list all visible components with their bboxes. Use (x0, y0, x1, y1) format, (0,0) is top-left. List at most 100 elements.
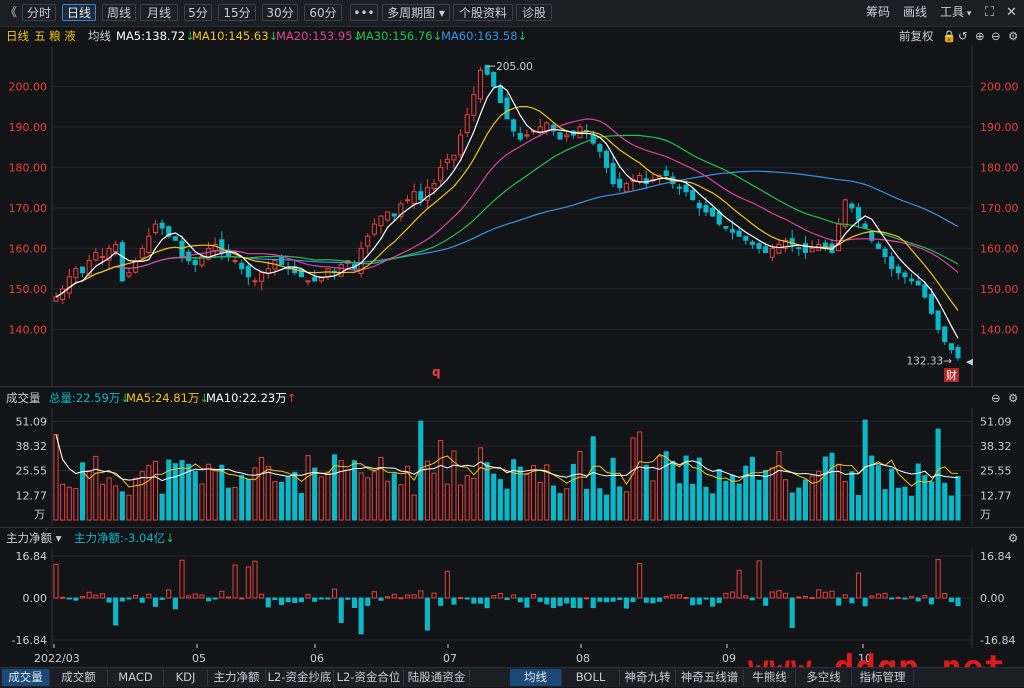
candle (365, 233, 371, 255)
tools-button[interactable]: 工具 ▾ (940, 5, 972, 19)
plot-area (52, 46, 972, 386)
arrow-down-icon: ↓ (120, 391, 130, 405)
bottom-tab-left-5[interactable]: L2-资金抄底 (266, 669, 334, 686)
candle (166, 225, 172, 239)
candle (106, 244, 112, 269)
bottom-tab-right-1[interactable]: BOLL (562, 669, 620, 686)
volume-bar (809, 475, 815, 521)
flow-bar (239, 597, 245, 600)
volume-bar (736, 483, 742, 521)
flow-bar (79, 596, 86, 599)
bottom-tab-left-0[interactable]: 成交量 (2, 669, 50, 686)
x-axis: 2022/03 05 06 07 08 09 10 (0, 652, 1024, 666)
stock-name: 五 粮 液 (34, 29, 76, 43)
flow-bar (464, 597, 470, 600)
chips-button[interactable]: 筹码 (866, 5, 891, 19)
bottom-tab-left-6[interactable]: L2-资金合位 (334, 669, 404, 686)
period-button-2[interactable]: 周线 (102, 4, 136, 21)
more-button[interactable]: ••• (350, 4, 378, 21)
x-tick-label: 07 (443, 652, 457, 665)
bottom-tab-right-6[interactable]: 指标管理 (852, 669, 914, 686)
bottom-tab-left-4[interactable]: 主力净额 (208, 669, 266, 686)
flow-bar (716, 597, 722, 603)
settings-icon[interactable]: ⚙ (1008, 391, 1019, 405)
bottom-tab-right-0[interactable]: 均线 (510, 669, 562, 686)
flow-bar (816, 589, 822, 599)
flow-bar (378, 597, 384, 601)
candle (902, 270, 908, 284)
period-button-4[interactable]: 5分 (184, 4, 212, 21)
flow-chart[interactable]: 16.84 16.84 0.00 0.00 -16.84 -16.84 (0, 548, 1024, 648)
volume-bar (590, 436, 596, 521)
bottom-tab-right-5[interactable]: 多空线 (796, 669, 852, 686)
volume-bar (252, 467, 258, 521)
volume-bar (656, 455, 663, 521)
lock-icon[interactable]: 🔒 (942, 29, 957, 43)
candle (676, 183, 682, 196)
zoom-out-icon[interactable]: ⊖ (991, 391, 1001, 405)
period-button-7[interactable]: 60分 (304, 4, 342, 21)
flow-bar (431, 592, 437, 599)
finance-badge[interactable] (944, 368, 959, 382)
candle (119, 240, 125, 283)
volume-bar (862, 419, 868, 521)
adjust-label[interactable]: 前复权 (899, 29, 934, 43)
volume-title[interactable]: 成交量 (6, 391, 41, 405)
volume-chart[interactable]: 51.09 51.09 38.32 38.32 25.55 25.55 12.77 12.77… (0, 408, 1024, 526)
candle (451, 154, 457, 169)
bottom-tab-right-4[interactable]: 牛熊线 (744, 669, 796, 686)
stock-profile-button[interactable]: 个股资料 (453, 4, 513, 21)
flow-tick-left: -16.84 (12, 634, 47, 647)
bottom-tab-left-3[interactable]: KDJ (164, 669, 208, 686)
candle (603, 149, 610, 173)
back-icon[interactable]: 《 (5, 5, 18, 19)
draw-line-button[interactable]: 画线 (903, 5, 928, 19)
bottom-tab-left-1[interactable]: 成交额 (50, 669, 108, 686)
settings-icon[interactable]: ⚙ (1008, 531, 1019, 545)
period-button-5[interactable]: 15分 (218, 4, 256, 21)
volume-bar (517, 466, 523, 521)
flow-title[interactable]: 主力净额 ▾ (6, 531, 62, 545)
candle (942, 326, 948, 346)
candle (126, 268, 132, 279)
settings-icon[interactable]: ⚙ (1008, 29, 1019, 43)
volume-bar (172, 463, 178, 521)
volume-bar (298, 493, 304, 521)
flow-bar (351, 597, 358, 609)
fullscreen-icon[interactable]: ⛶ (985, 5, 995, 20)
zoom-out-icon[interactable]: ⊖ (991, 29, 1001, 43)
vol-tick-left: 25.55 (16, 465, 48, 478)
flow-bar (603, 597, 610, 603)
event-marker[interactable]: q (432, 365, 441, 379)
zoom-in-icon[interactable]: ⊕ (975, 29, 985, 43)
ma-label[interactable]: 均线 (88, 29, 111, 43)
x-tick-label: 10 (858, 652, 872, 665)
candle (922, 281, 928, 300)
period-button-1[interactable]: 日线 (62, 4, 96, 21)
flow-bar (656, 597, 663, 602)
period-button-0[interactable]: 分时 (22, 4, 56, 21)
bottom-tab-right-3[interactable]: 神奇五线谱 (676, 669, 744, 686)
bottom-tab-left-7[interactable]: 陆股通资金 (404, 669, 470, 686)
candle (338, 263, 344, 277)
bottom-tab-left-2[interactable]: MACD (108, 669, 164, 686)
multi-period-button[interactable]: 多周期图 ▾ (382, 4, 450, 21)
volume-bar (776, 451, 782, 521)
flow-bar (637, 563, 643, 599)
undo-icon[interactable]: ↺ (958, 29, 968, 43)
diagnose-button[interactable]: 诊股 (516, 4, 552, 21)
y-tick-label-right: 180.00 (980, 161, 1019, 174)
volume-bar (464, 475, 470, 521)
candlestick-chart[interactable]: 200.00 200.00 190.00 190.00 180.00 180.00 170.… (0, 46, 1024, 386)
candle (909, 273, 915, 285)
vol-tick-right: 51.09 (980, 415, 1012, 428)
bottom-tab-right-2[interactable]: 神奇九转 (620, 669, 676, 686)
period-button-3[interactable]: 月线 (140, 4, 178, 21)
y-tick-label-right: 160.00 (980, 242, 1019, 255)
period-button-6[interactable]: 30分 (262, 4, 298, 21)
close-icon[interactable]: ✕ (1006, 5, 1017, 20)
flow-bar (935, 559, 941, 599)
flow-bar (444, 570, 450, 599)
candle (955, 344, 961, 361)
volume-bar (716, 468, 722, 521)
